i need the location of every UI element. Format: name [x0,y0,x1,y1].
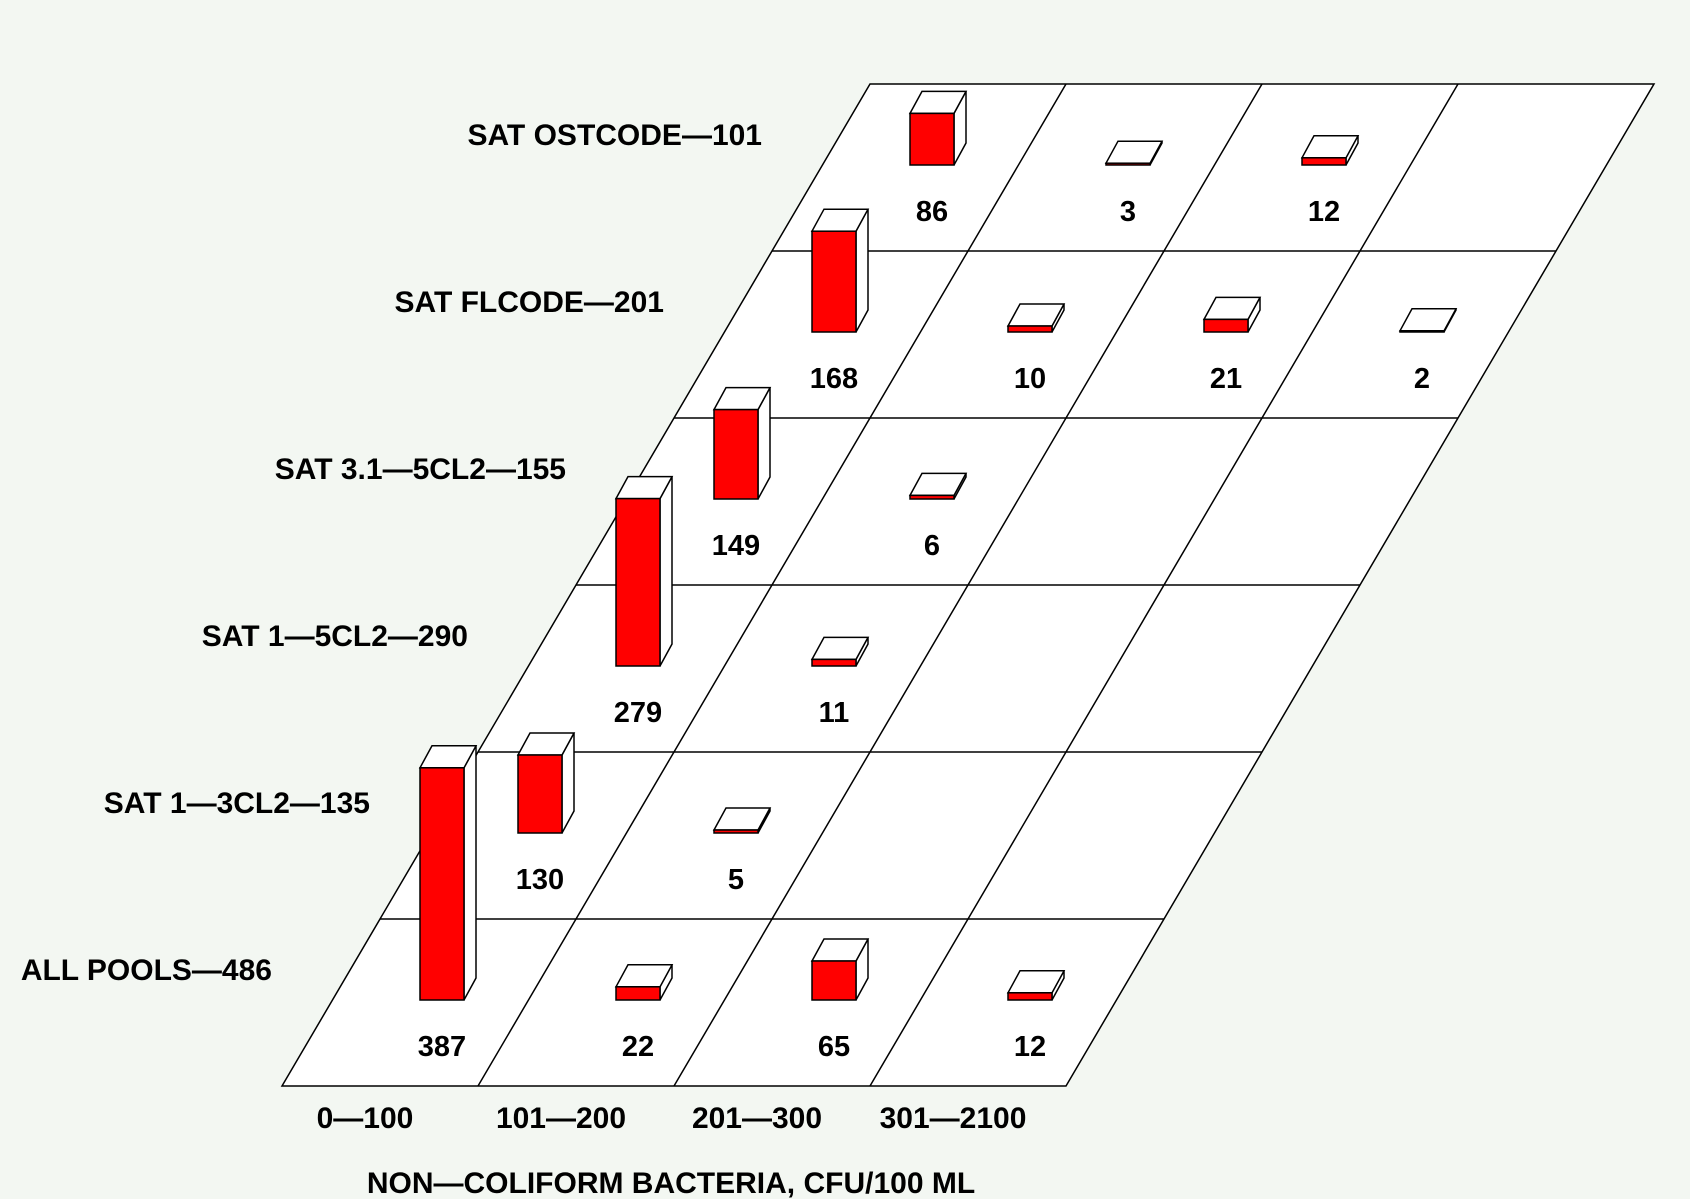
bar [418,745,478,1001]
value-labels: 86 3 12 168 10 21 2 149 6 279 11 130 5 387 22 65 12 [418,196,1430,1063]
bar [810,208,870,333]
value-label: 149 [712,530,760,562]
bar-front [1203,318,1249,333]
value-label: 11 [819,697,850,729]
value-label: 387 [418,1031,466,1063]
bar-front [811,960,857,1001]
row-label: SAT OSTCODE—101 [467,119,762,152]
bar [1300,135,1360,166]
bar [614,475,674,667]
bar [712,807,772,834]
bar-front [811,658,857,667]
bar-front [1301,157,1347,166]
grid-col-line [869,83,1459,1087]
bar [908,472,968,500]
category-label: 0—100 [317,1102,414,1135]
category-labels: 0—100 101—200 201—300 301—2100 [317,1102,1027,1135]
row-label: SAT 1—3CL2—135 [104,787,370,820]
bar [712,386,772,500]
bar-front [713,829,759,834]
value-label: 12 [1308,196,1340,228]
bar-front [1007,992,1053,1001]
chart-floor [280,83,1656,1087]
value-label: 5 [728,864,744,896]
bar [516,732,576,834]
row-label: SAT 3.1—5CL2—155 [275,453,566,486]
bar [614,964,674,1001]
grid-col-line [477,83,1067,1087]
grid-col-line [673,83,1263,1087]
value-label: 65 [818,1031,850,1063]
bar-front [615,986,661,1001]
value-label: 10 [1014,363,1046,395]
bar-front [419,767,465,1001]
bar [908,90,968,166]
value-label: 6 [924,530,940,562]
x-axis-title: NON—COLIFORM BACTERIA, CFU/100 ML [367,1167,975,1199]
bar-front [517,754,563,834]
category-label: 301—2100 [880,1102,1027,1135]
bar [1006,303,1066,333]
bar-front [1105,162,1151,166]
bar-front [909,494,955,500]
bar-front [713,408,759,500]
bar [1104,140,1164,166]
bar-front [1399,330,1445,333]
row-label: ALL POOLS—486 [21,954,272,987]
value-label: 130 [516,864,564,896]
bars [418,90,1458,1001]
bar-front [909,112,955,166]
category-label: 201—300 [692,1102,822,1135]
value-label: 279 [614,697,662,729]
bar-side [463,745,477,1001]
bar [810,636,870,667]
bar-front [1007,325,1053,333]
row-label: SAT 1—5CL2—290 [202,620,468,653]
bar-side [659,476,673,667]
bar [1202,296,1262,333]
row-labels: ALL POOLS—486 SAT 1—3CL2—135 SAT 1—5CL2—29… [21,119,762,987]
value-label: 21 [1210,363,1242,395]
value-label: 12 [1014,1031,1046,1063]
value-label: 86 [916,196,948,228]
bar-front [615,497,661,667]
bar [1398,308,1458,333]
value-label: 22 [622,1031,654,1063]
category-label: 101—200 [496,1102,626,1135]
value-label: 2 [1414,363,1430,395]
bar [810,938,870,1001]
value-label: 168 [810,363,858,395]
value-label: 3 [1120,196,1136,228]
row-label: SAT FLCODE—201 [395,286,665,319]
bar-front [811,230,857,333]
bar [1006,970,1066,1001]
